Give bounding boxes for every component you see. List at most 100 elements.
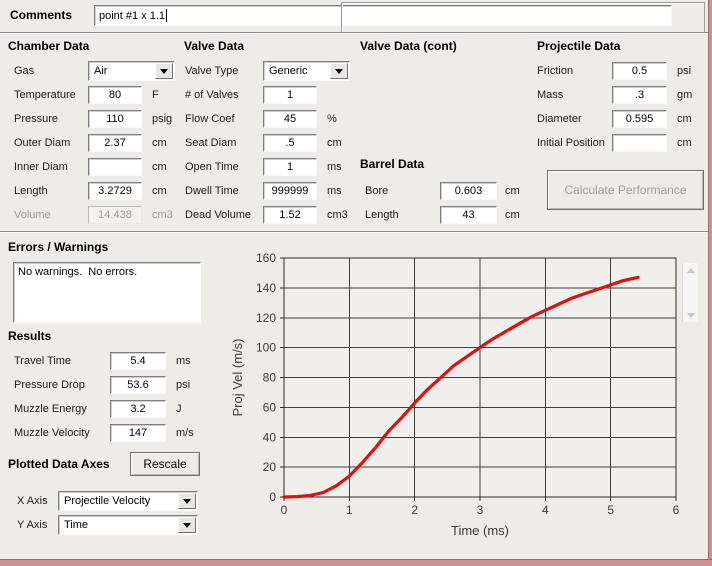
diameter-label: Diameter [537, 113, 582, 125]
svg-text:4: 4 [542, 503, 549, 517]
dwell-time-field[interactable]: 999999 [263, 182, 317, 200]
open-time-unit: ms [327, 161, 342, 173]
chevron-up-icon [686, 264, 695, 273]
mass-field[interactable]: .3 [612, 86, 667, 104]
svg-text:Time (ms): Time (ms) [451, 523, 509, 538]
open-time-field[interactable]: 1 [263, 158, 317, 176]
temperature-field[interactable]: 80 [88, 86, 142, 104]
inner-diam-field[interactable] [88, 158, 142, 176]
diameter-unit: cm [677, 113, 692, 125]
y-axis-select[interactable]: Time [58, 515, 198, 535]
separator [0, 32, 712, 33]
chamber-length-unit: cm [152, 185, 167, 197]
pressure-unit: psig [152, 113, 173, 125]
friction-field[interactable]: 0.5 [612, 62, 667, 80]
bore-field[interactable]: 0.603 [440, 182, 497, 200]
window-bottom-border [0, 559, 712, 566]
svg-text:80: 80 [263, 371, 277, 385]
calculate-performance-button[interactable]: Calculate Performance [547, 170, 704, 210]
svg-text:120: 120 [256, 311, 276, 325]
pressure-label: Pressure [14, 113, 59, 125]
initial-position-unit: cm [677, 137, 692, 149]
plotted-data-axes-title: Plotted Data Axes [8, 457, 110, 471]
seat-diam-unit: cm [327, 137, 342, 149]
volume-unit: cm3 [152, 209, 173, 221]
muzzle-energy-unit: J [176, 403, 182, 415]
num-valves-field[interactable]: 1 [263, 86, 317, 104]
errors-scrollbar[interactable] [682, 263, 698, 322]
comments-label: Comments [10, 8, 73, 22]
x-axis-select[interactable]: Projectile Velocity [58, 491, 198, 511]
valve-data-title: Valve Data [184, 39, 245, 53]
chevron-down-icon [686, 312, 695, 322]
svg-text:3: 3 [477, 503, 484, 517]
svg-text:140: 140 [256, 281, 276, 295]
bore-unit: cm [505, 185, 520, 197]
outer-diam-field[interactable]: 2.37 [88, 134, 142, 152]
volume-field: 14.438 [88, 206, 142, 224]
valve-type-label: Valve Type [185, 65, 239, 77]
chevron-down-icon [155, 63, 173, 79]
travel-time-field: 5.4 [110, 352, 166, 370]
svg-text:160: 160 [256, 251, 276, 265]
valve-data-cont-title: Valve Data (cont) [360, 39, 457, 53]
mass-unit: gm [677, 89, 693, 101]
travel-time-unit: ms [176, 355, 191, 367]
temperature-label: Temperature [14, 89, 76, 101]
num-valves-label: # of Valves [185, 89, 239, 101]
dead-volume-unit: cm3 [327, 209, 348, 221]
barrel-length-field[interactable]: 43 [440, 206, 497, 224]
outer-diam-label: Outer Diam [14, 137, 71, 149]
outer-diam-unit: cm [152, 137, 167, 149]
flow-coef-unit: % [327, 113, 337, 125]
pressure-drop-label: Pressure Drop [14, 379, 85, 391]
muzzle-energy-label: Muzzle Energy [14, 403, 87, 415]
valve-type-select[interactable]: Generic [263, 61, 350, 81]
errors-textbox[interactable]: No warnings. No errors. [13, 262, 201, 323]
pressure-drop-unit: psi [176, 379, 191, 391]
friction-unit: psi [677, 65, 692, 77]
initial-position-field[interactable] [612, 134, 667, 152]
dead-volume-label: Dead Volume [185, 209, 252, 221]
svg-text:5: 5 [607, 503, 614, 517]
dead-volume-field[interactable]: 1.52 [263, 206, 317, 224]
svg-text:0: 0 [281, 503, 288, 517]
separator [0, 231, 712, 232]
rescale-button[interactable]: Rescale [130, 452, 200, 476]
pressure-drop-field: 53.6 [110, 376, 166, 394]
volume-label: Volume [14, 209, 51, 221]
gas-label: Gas [14, 65, 35, 77]
friction-label: Friction [537, 65, 574, 77]
mass-label: Mass [537, 89, 564, 101]
temperature-unit: F [152, 89, 159, 101]
bore-label: Bore [365, 185, 389, 197]
text-caret [166, 9, 168, 22]
x-axis-label: X Axis [17, 495, 48, 507]
results-title: Results [8, 329, 52, 343]
inner-diam-label: Inner Diam [14, 161, 68, 173]
svg-text:60: 60 [263, 400, 277, 414]
flow-coef-field[interactable]: 45 [263, 110, 317, 128]
pressure-field[interactable]: 110 [88, 110, 142, 128]
svg-text:0: 0 [269, 490, 276, 504]
inner-diam-unit: cm [152, 161, 167, 173]
svg-text:20: 20 [263, 460, 277, 474]
projectile-data-title: Projectile Data [537, 39, 621, 53]
svg-text:2: 2 [411, 503, 418, 517]
muzzle-velocity-unit: m/s [176, 427, 194, 439]
travel-time-label: Travel Time [14, 355, 72, 367]
diameter-field[interactable]: 0.595 [612, 110, 667, 128]
seat-diam-field[interactable]: .5 [263, 134, 317, 152]
chamber-length-field[interactable]: 3.2729 [88, 182, 142, 200]
scrollbar-down-button[interactable] [683, 308, 698, 322]
barrel-length-label: Length [365, 209, 399, 221]
comments-input[interactable]: point #1 x 1.1 [94, 5, 672, 26]
gas-select[interactable]: Air [88, 61, 175, 81]
flow-coef-label: Flow Coef [185, 113, 235, 125]
errors-warnings-title: Errors / Warnings [8, 240, 109, 254]
scrollbar-up-button[interactable] [683, 263, 698, 277]
seat-diam-label: Seat Diam [185, 137, 237, 149]
chevron-down-icon [330, 63, 348, 79]
